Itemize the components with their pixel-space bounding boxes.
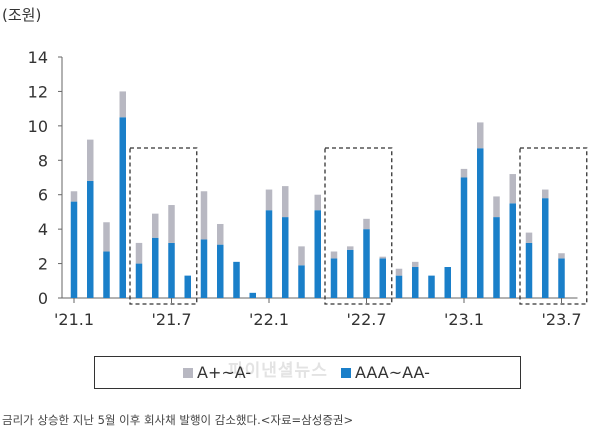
bar-aaa	[135, 263, 143, 298]
y-tick-label: 2	[38, 255, 48, 274]
bar-a	[542, 189, 549, 199]
bar-aaa	[444, 267, 451, 298]
highlight-box	[324, 147, 393, 305]
bar-aaa	[265, 210, 273, 298]
bar-aaa	[249, 292, 256, 298]
bar-a	[558, 253, 565, 259]
bar-aaa	[314, 210, 321, 298]
bar-a	[103, 222, 110, 252]
bar-aaa	[233, 261, 240, 298]
caption: 금리가 상승한 지난 5월 이후 회사채 발행이 감소했다.<자료=삼성증권>	[2, 413, 354, 427]
bar-chart: (조원) 0 2 4 6 8 10 12 14 '21.1 '21.7 '22.1 '22.7 '23.1…	[2, 6, 588, 329]
x-tick-label: '22.1	[249, 310, 289, 329]
bar-a	[460, 168, 468, 178]
bar-aaa	[428, 275, 435, 298]
x-tick-label: '23.7	[541, 310, 581, 329]
bar-a	[493, 196, 500, 218]
y-tick-label: 8	[38, 151, 48, 170]
bar-a	[135, 242, 143, 264]
bar-aaa	[493, 217, 500, 298]
bar-aaa	[103, 251, 110, 298]
bar-aaa	[217, 244, 224, 298]
bar-aaa	[298, 265, 305, 298]
bar-a	[347, 246, 354, 250]
unit-label: (조원)	[2, 6, 41, 24]
bar-aaa	[412, 267, 419, 298]
legend: A+~A- AAA~AA-	[94, 356, 521, 389]
bar-a	[217, 223, 224, 245]
bar-aaa	[525, 242, 533, 298]
y-tick-label: 4	[38, 220, 48, 239]
bar-aaa	[200, 239, 208, 298]
bar-aaa	[460, 177, 468, 298]
legend-label-aaa: AAA~AA-	[355, 363, 430, 382]
legend-item-a: A+~A-	[183, 363, 251, 382]
bar-aaa	[363, 229, 370, 298]
bar-a	[265, 189, 273, 211]
legend-swatch-aaa	[341, 367, 351, 378]
bar-a	[119, 91, 126, 118]
bar-aaa	[282, 217, 289, 298]
bar-aaa	[70, 201, 78, 298]
bar-a	[412, 261, 419, 268]
y-tick-label: 14	[28, 48, 48, 67]
x-tick-label: '21.1	[54, 310, 94, 329]
bar-aaa	[168, 242, 175, 298]
y-tick-label: 6	[38, 186, 48, 205]
bar-aaa	[542, 198, 549, 298]
bar-a	[379, 256, 386, 259]
bar-aaa	[477, 148, 484, 298]
bar-aaa	[184, 275, 191, 298]
bar-a	[70, 191, 78, 202]
highlight-box	[129, 147, 198, 305]
bar-a	[330, 251, 338, 259]
highlight-box	[519, 147, 588, 305]
bar-aaa	[347, 249, 354, 298]
bar-aaa	[509, 203, 516, 298]
bar-aaa	[395, 275, 403, 298]
x-tick-label: '23.1	[444, 310, 484, 329]
bar-a	[509, 174, 516, 204]
bar-aaa	[558, 258, 565, 298]
bar-aaa	[379, 258, 386, 298]
legend-swatch-a	[183, 367, 193, 378]
bar-aaa	[152, 237, 159, 298]
bar-a	[168, 205, 175, 243]
watermark: 파이낸셜뉴스	[228, 361, 328, 381]
bar-a	[477, 122, 484, 149]
bar-a	[298, 246, 305, 266]
bar-a	[314, 194, 321, 211]
bar-a	[200, 191, 208, 240]
y-tick-label: 0	[38, 289, 48, 308]
bar-a	[363, 218, 370, 230]
bar-a	[525, 232, 533, 243]
x-tick-label: '21.7	[151, 310, 191, 329]
y-tick-label: 12	[28, 82, 48, 101]
bar-aaa	[87, 180, 94, 298]
bar-aaa	[330, 258, 338, 298]
bar-a	[152, 213, 159, 238]
bar-aaa	[119, 117, 126, 298]
y-tick-label: 10	[28, 117, 48, 136]
bar-a	[395, 268, 403, 276]
legend-label-a: A+~A-	[197, 363, 252, 382]
x-tick-label: '22.7	[346, 310, 386, 329]
bar-a	[87, 139, 94, 181]
bar-a	[282, 186, 289, 218]
legend-item-aaa: AAA~AA-	[341, 363, 430, 382]
